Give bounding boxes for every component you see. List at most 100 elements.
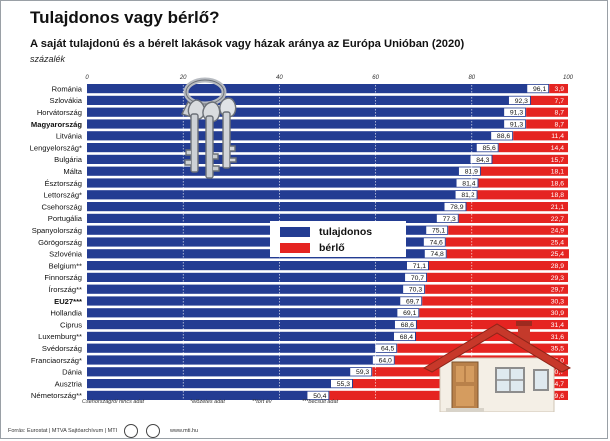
owner-label-bg (403, 285, 425, 293)
bar-renter (422, 296, 568, 306)
bar-renter (445, 237, 568, 247)
renter-data-label: 21,1 (551, 204, 564, 211)
chart-title: Tulajdonos vagy bérlő? (30, 8, 220, 27)
category-label: Ausztria (55, 379, 83, 388)
owner-data-label: 70,7 (411, 275, 424, 282)
bar-renter (492, 154, 568, 164)
legend-entry-renter: bérlő (280, 241, 345, 255)
legend-swatch-renter (280, 243, 310, 253)
owner-label-bg (405, 273, 427, 282)
renter-data-label: 22,7 (551, 216, 564, 223)
category-label: Svédország (42, 344, 82, 353)
owner-label-bg (375, 344, 397, 352)
bar-owner (87, 95, 531, 105)
bar-owner (87, 367, 373, 377)
owner-label-bg (397, 309, 419, 317)
renter-data-label: 29,3 (551, 275, 564, 282)
owner-data-label: 91,3 (510, 121, 523, 128)
x-tick-label: 60 (372, 75, 379, 81)
category-label: Írország** (49, 285, 82, 294)
renter-data-label: 18,6 (551, 180, 564, 187)
category-label: Spanyolország (32, 226, 82, 235)
bar-owner (87, 178, 479, 188)
owner-label-bg (400, 297, 422, 305)
bar-owner (87, 107, 527, 117)
bar-owner (87, 308, 420, 318)
legend-entry-owner: tulajdonos (280, 225, 372, 239)
owner-data-label: 91,3 (510, 110, 523, 117)
x-tick-label: 20 (179, 75, 187, 81)
house-icon (422, 318, 574, 417)
bar-owner (87, 261, 429, 271)
unit-label: százalék (30, 54, 66, 64)
footnote-prev-year: **tört év (252, 399, 272, 405)
category-label: Málta (63, 167, 82, 176)
owner-data-label: 64,5 (381, 346, 394, 353)
category-label: Horvátország (37, 108, 82, 117)
category-label: Hollandia (50, 309, 82, 318)
renter-data-label: 24,9 (551, 228, 564, 235)
bar-renter (416, 320, 568, 330)
bar-renter (448, 225, 568, 235)
renter-data-label: 25,4 (551, 239, 564, 246)
source-text: Forrás: Eurostat | MTVA Sajtóarchívum | … (8, 428, 118, 434)
chart-subtitle: A saját tulajdonú és a bérelt lakások va… (30, 38, 465, 50)
owner-data-label: 68,4 (400, 334, 413, 341)
owner-data-label: 64,0 (379, 357, 392, 364)
owner-label-bg (426, 226, 448, 234)
owner-label-bg (350, 368, 372, 376)
category-label: Dánia (62, 368, 83, 377)
category-label: EU27*** (54, 297, 82, 306)
owner-label-bg (456, 179, 478, 187)
owner-data-label: 77,3 (443, 216, 456, 223)
renter-data-label: 18,1 (551, 169, 564, 176)
category-label: Bulgária (54, 155, 83, 164)
x-tick-label: 40 (276, 75, 283, 81)
renter-data-label: 31,6 (551, 334, 564, 341)
owner-data-label: 88,6 (497, 133, 510, 140)
footnote-no-data: Csehországról nincs adat (82, 399, 145, 405)
mtva-logo-icon (146, 424, 160, 438)
category-label: Észtország (44, 179, 82, 188)
renter-data-label: 44,7 (551, 381, 564, 388)
footnote-eu: ***becsült adat (302, 399, 339, 405)
bar-owner (87, 213, 459, 223)
category-label: Franciaország* (31, 356, 82, 365)
owner-label-bg (491, 132, 513, 140)
bar-renter (530, 95, 568, 105)
owner-label-bg (470, 155, 492, 164)
owner-data-label: 92,3 (515, 98, 528, 105)
legend-label-renter: bérlő (319, 242, 345, 254)
category-label: Szlovákia (50, 96, 83, 105)
renter-data-label: 35,5 (551, 346, 564, 353)
owner-data-label: 59,3 (356, 369, 369, 376)
owner-data-label: 85,6 (483, 145, 496, 152)
owner-data-label: 81,4 (462, 180, 475, 187)
owner-label-bg (307, 391, 329, 400)
owner-label-bg (455, 191, 477, 199)
owner-data-label: 68,6 (401, 322, 414, 329)
owner-label-bg (394, 332, 416, 341)
category-label: Finnország (44, 273, 82, 282)
owner-data-label: 69,1 (403, 310, 416, 317)
stacked-bar-chart: 0 20 40 60 80 100 Románia 96,1 3,9 Szlovákia 92,3 7… (30, 75, 574, 400)
owner-label-bg (394, 320, 416, 329)
owner-label-bg (476, 143, 498, 152)
x-tick-label: 80 (468, 75, 475, 81)
renter-data-label: 49,6 (551, 393, 564, 400)
renter-data-label: 8,7 (555, 110, 565, 117)
bar-owner (87, 390, 330, 400)
owner-label-bg (458, 167, 480, 175)
bar-owner (87, 166, 481, 176)
owner-data-label: 84,3 (476, 157, 489, 164)
footer: Forrás: Eurostat | MTVA Sajtóarchívum | … (0, 418, 608, 438)
keys-icon (178, 74, 250, 191)
category-label: Ciprus (60, 320, 82, 329)
owner-label-bg (444, 202, 466, 211)
bar-renter (419, 308, 568, 318)
owner-data-label: 69,7 (406, 298, 419, 305)
owner-label-bg (504, 108, 526, 116)
category-label: Lengyelország* (30, 143, 82, 152)
bar-renter (526, 119, 568, 129)
renter-data-label: 8,7 (555, 121, 565, 128)
